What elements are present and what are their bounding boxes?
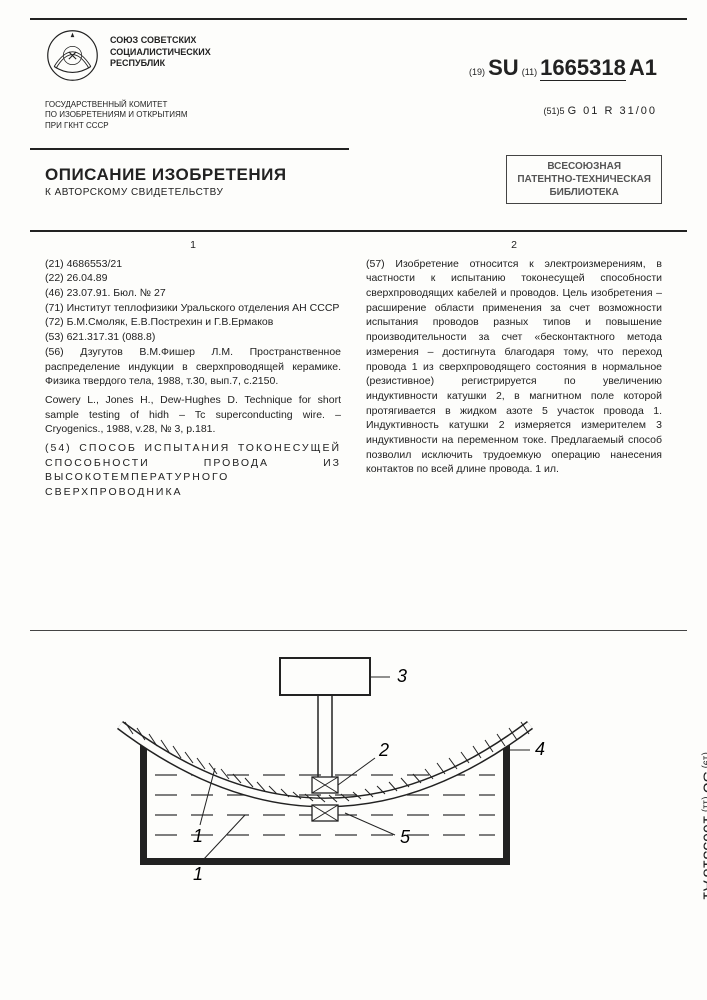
mid-border xyxy=(30,148,349,150)
diagram-label-1b: 1 xyxy=(193,864,203,884)
apparatus-diagram: 1 2 3 4 5 1 xyxy=(85,650,565,900)
diagram-label-3: 3 xyxy=(397,666,407,686)
org-line-2: СОЦИАЛИСТИЧЕСКИХ xyxy=(110,47,260,59)
field-72: (72) Б.М.Смоляк, Е.В.Пострехин и Г.В.Ерм… xyxy=(45,315,341,330)
side-patent-number: (19) SU (11) 1665318 A1 xyxy=(699,752,707,900)
side-country: SU xyxy=(700,771,707,793)
org-line-3: РЕСПУБЛИК xyxy=(110,58,260,70)
number-prefix: (11) xyxy=(522,67,537,77)
stamp-line-1: ВСЕСОЮЗНАЯ xyxy=(517,160,651,173)
col2-num: 2 xyxy=(366,238,662,253)
ussr-emblem xyxy=(45,28,100,83)
side-number: 1665318 xyxy=(700,815,707,877)
country-code: SU xyxy=(488,55,519,80)
field-57: (57) Изобретение относится к электроизме… xyxy=(366,257,662,477)
country-prefix: (19) xyxy=(469,67,485,77)
field-46: (46) 23.07.91. Бюл. № 27 xyxy=(45,286,341,301)
title-underline xyxy=(30,230,687,232)
title-main: ОПИСАНИЕ ИЗОБРЕТЕНИЯ xyxy=(45,165,345,185)
side-prefix2: (11) xyxy=(702,797,707,812)
gos-line-1: ГОСУДАРСТВЕННЫЙ КОМИТЕТ xyxy=(45,100,225,110)
side-prefix1: (19) xyxy=(702,752,707,768)
field-53: (53) 621.317.31 (088.8) xyxy=(45,330,341,345)
field-54: (54) СПОСОБ ИСПЫТАНИЯ ТОКОНЕСУЩЕЙ СПОСОБ… xyxy=(45,441,341,500)
column-1: 1 (21) 4686553/21 (22) 26.04.89 (46) 23.… xyxy=(45,238,341,500)
body-columns: 1 (21) 4686553/21 (22) 26.04.89 (46) 23.… xyxy=(45,238,662,500)
col1-num: 1 xyxy=(45,238,341,253)
patent-number-line: (19) SU (11) 1665318 A1 xyxy=(469,55,657,81)
title-block: ОПИСАНИЕ ИЗОБРЕТЕНИЯ К АВТОРСКОМУ СВИДЕТ… xyxy=(45,165,345,198)
header-org: СОЮЗ СОВЕТСКИХ СОЦИАЛИСТИЧЕСКИХ РЕСПУБЛИ… xyxy=(110,35,260,70)
column-2: 2 (57) Изобретение относится к электроиз… xyxy=(366,238,662,500)
field-22: (22) 26.04.89 xyxy=(45,271,341,286)
field-56: (56) Дзугутов В.М.Фишер Л.М. Пространств… xyxy=(45,345,341,389)
gos-line-2: ПО ИЗОБРЕТЕНИЯМ И ОТКРЫТИЯМ xyxy=(45,110,225,120)
stamp-line-2: ПАТЕНТНО-ТЕХНИЧЕСКАЯ xyxy=(517,173,651,186)
diagram-label-2: 2 xyxy=(378,740,389,760)
gos-committee: ГОСУДАРСТВЕННЫЙ КОМИТЕТ ПО ИЗОБРЕТЕНИЯМ … xyxy=(45,100,225,131)
ipc-line: (51)5 G 01 R 31/00 xyxy=(543,105,657,117)
library-stamp: ВСЕСОЮЗНАЯ ПАТЕНТНО-ТЕХНИЧЕСКАЯ БИБЛИОТЕ… xyxy=(506,155,662,204)
kind-code: A1 xyxy=(629,55,657,80)
diagram-label-5: 5 xyxy=(400,827,411,847)
side-kind: A1 xyxy=(700,880,707,900)
patent-number: 1665318 xyxy=(540,55,626,81)
patent-page: СОЮЗ СОВЕТСКИХ СОЦИАЛИСТИЧЕСКИХ РЕСПУБЛИ… xyxy=(0,0,707,1000)
field-56b: Cowery L., Jones H., Dew-Hughes D. Techn… xyxy=(45,393,341,437)
ipc-code: G 01 R 31/00 xyxy=(568,105,657,117)
top-border xyxy=(30,18,687,20)
title-sub: К АВТОРСКОМУ СВИДЕТЕЛЬСТВУ xyxy=(45,187,345,198)
stamp-line-3: БИБЛИОТЕКА xyxy=(517,186,651,199)
field-71: (71) Институт теплофизики Уральского отд… xyxy=(45,301,341,316)
org-line-1: СОЮЗ СОВЕТСКИХ xyxy=(110,35,260,47)
ipc-prefix: (51)5 xyxy=(543,106,564,116)
diagram-top-border xyxy=(30,630,687,631)
field-21: (21) 4686553/21 xyxy=(45,257,341,272)
diagram-label-4: 4 xyxy=(535,739,545,759)
gos-line-3: ПРИ ГКНТ СССР xyxy=(45,121,225,131)
diagram-label-1: 1 xyxy=(193,826,203,846)
